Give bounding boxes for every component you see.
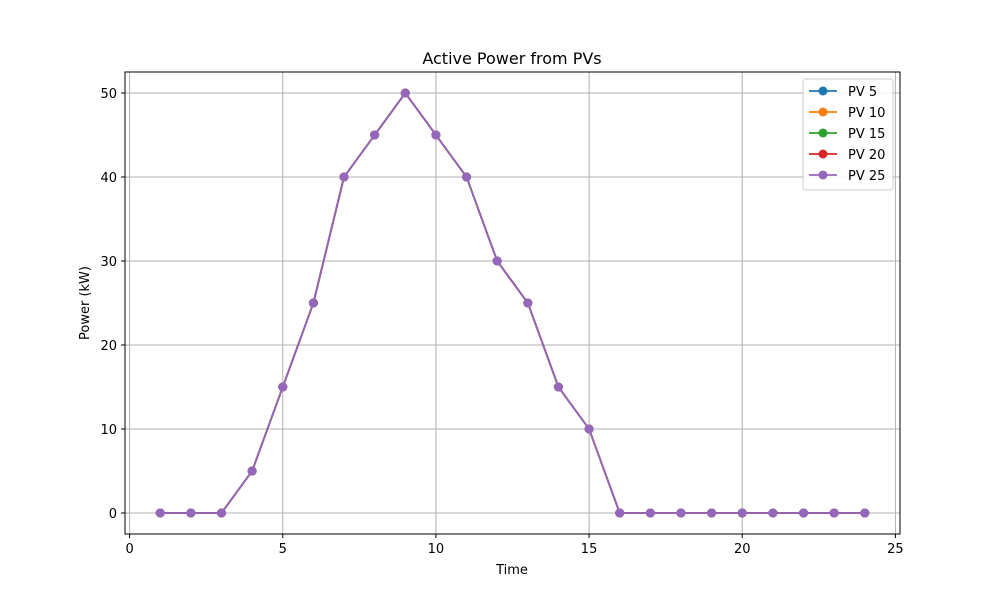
- series-line: [160, 92, 865, 514]
- axis-ticks: 0 5 10 15 20 25 0 10 20 30 40 50: [100, 87, 903, 557]
- legend-swatch-marker: [818, 128, 828, 138]
- legend-item: PV 15: [809, 127, 885, 142]
- chart-title: Active Power from PVs: [422, 49, 601, 68]
- legend-swatch-marker: [818, 170, 828, 180]
- series-pv-10: [155, 88, 870, 518]
- y-tick-label: 20: [100, 339, 117, 354]
- series-line: [160, 92, 865, 514]
- y-tick-label: 40: [100, 171, 117, 186]
- legend-frame: [802, 78, 894, 191]
- data-point: [492, 256, 502, 266]
- legend-label: PV 10: [848, 106, 885, 121]
- x-tick-label: 5: [279, 542, 287, 557]
- series-layer: [155, 88, 870, 518]
- series-pv-5: [155, 88, 870, 518]
- legend-item: PV 25: [809, 169, 885, 184]
- data-point: [186, 508, 196, 518]
- legend-label: PV 20: [848, 148, 885, 163]
- data-point: [308, 298, 318, 308]
- series-pv-20: [155, 88, 870, 518]
- legend-swatch-marker: [818, 86, 828, 96]
- plot-area-frame: [124, 71, 901, 535]
- x-tick-label: 10: [428, 542, 445, 557]
- legend-swatch-marker: [818, 107, 828, 117]
- data-point: [523, 298, 533, 308]
- data-point: [339, 172, 349, 182]
- series-line: [160, 92, 865, 514]
- legend-item: PV 5: [809, 85, 877, 100]
- legend: PV 5 PV 10 PV 15 PV 20 PV 25: [802, 78, 894, 191]
- data-point: [431, 130, 441, 140]
- data-point: [860, 508, 870, 518]
- legend-label: PV 5: [848, 85, 877, 100]
- y-tick-label: 0: [109, 507, 117, 522]
- data-point: [553, 382, 563, 392]
- data-point: [370, 130, 380, 140]
- data-point: [645, 508, 655, 518]
- data-point: [676, 508, 686, 518]
- legend-item: PV 10: [809, 106, 885, 121]
- legend-label: PV 15: [848, 127, 885, 142]
- legend-swatch-marker: [818, 149, 828, 159]
- data-point: [216, 508, 226, 518]
- data-point: [707, 508, 717, 518]
- data-point: [155, 508, 165, 518]
- data-point: [247, 466, 257, 476]
- data-point: [799, 508, 809, 518]
- y-tick-label: 10: [100, 423, 117, 438]
- data-point: [615, 508, 625, 518]
- series-line: [160, 92, 865, 514]
- series-pv-25: [155, 88, 870, 518]
- x-axis-label: Time: [495, 563, 528, 578]
- y-tick-label: 50: [100, 87, 117, 102]
- series-line: [160, 92, 865, 514]
- legend-label: PV 25: [848, 169, 885, 184]
- data-point: [829, 508, 839, 518]
- series-pv-15: [155, 88, 870, 518]
- data-point: [278, 382, 288, 392]
- data-point: [462, 172, 472, 182]
- data-point: [737, 508, 747, 518]
- data-point: [400, 88, 410, 98]
- y-axis-label: Power (kW): [78, 266, 93, 340]
- data-point: [768, 508, 778, 518]
- x-tick-label: 0: [125, 542, 133, 557]
- x-tick-label: 20: [734, 542, 751, 557]
- x-tick-label: 25: [887, 542, 904, 557]
- legend-item: PV 20: [809, 148, 885, 163]
- x-tick-label: 15: [581, 542, 598, 557]
- grid-lines: [125, 72, 900, 534]
- data-point: [584, 424, 594, 434]
- y-tick-label: 30: [100, 255, 117, 270]
